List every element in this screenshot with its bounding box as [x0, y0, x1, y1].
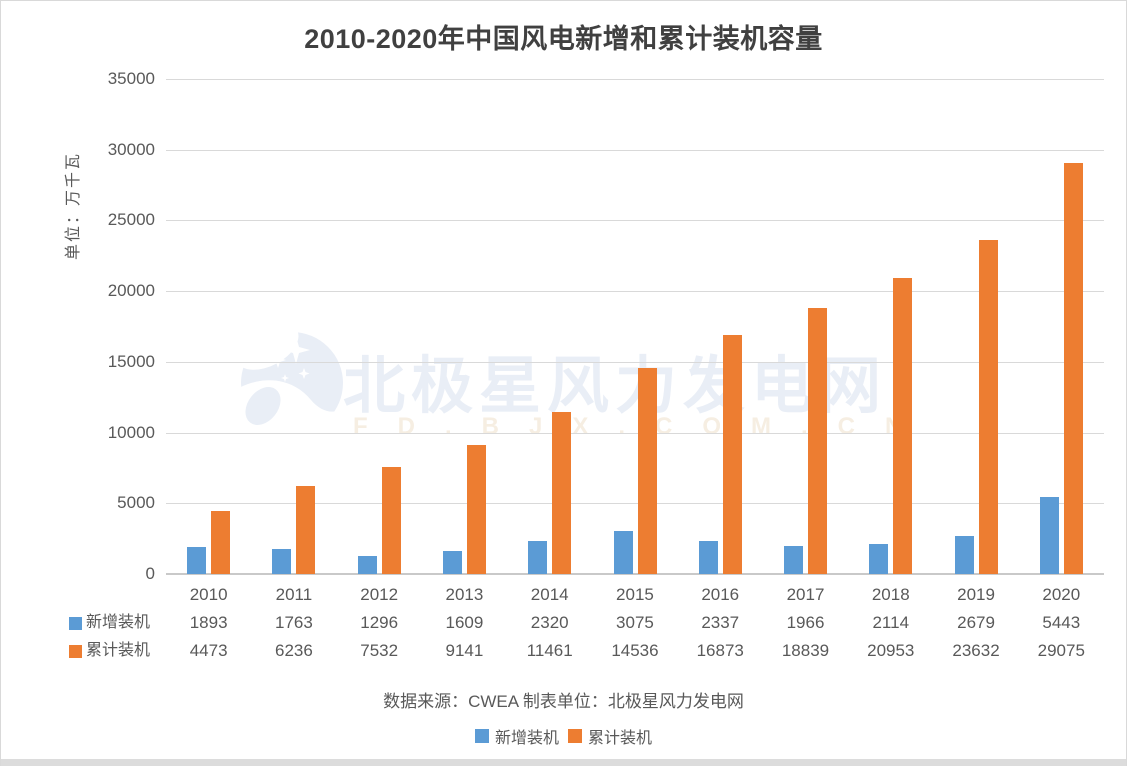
source-note: 数据来源：CWEA 制表单位：北极星风力发电网 — [383, 692, 744, 711]
x-tick-label: 2011 — [275, 585, 313, 604]
legend-swatch-icon — [568, 729, 582, 743]
table-cell: 20953 — [867, 641, 915, 660]
bar-new-capacity-2020 — [1039, 497, 1059, 574]
table-cell: 1763 — [274, 613, 313, 632]
table-cell: 3075 — [616, 613, 654, 632]
table-cell: 1296 — [360, 613, 399, 632]
x-tick-label: 2013 — [445, 585, 484, 604]
table-cell: 18839 — [781, 641, 830, 660]
legend-swatch-icon — [474, 729, 489, 743]
table-cell: 29075 — [1037, 641, 1085, 660]
y-tick-label: 30000 — [107, 139, 155, 159]
bar-cumulative-capacity-2019 — [978, 239, 998, 574]
gridline — [166, 361, 1104, 363]
table-row-label-new-capacity: 新增装机 — [69, 612, 150, 634]
bottom-strip — [1, 759, 1126, 766]
table-row-cumulative-capacity: 4473 6236 7532 9141 11461 14536 16873 18839 2095… — [166, 640, 1104, 662]
table-cell: 1893 — [189, 613, 228, 632]
bar-new-capacity-2011 — [272, 549, 292, 574]
y-tick-label: 5000 — [117, 493, 155, 513]
x-tick-label: 2019 — [957, 585, 995, 604]
legend-label: 新增装机 — [494, 730, 559, 747]
gridline — [166, 79, 1104, 80]
bar-cumulative-capacity-2018 — [893, 277, 913, 574]
table-cell: 23632 — [952, 641, 1000, 660]
legend: 新增装机 累计装机 — [1, 724, 1126, 748]
bar-new-capacity-2015 — [613, 530, 633, 574]
table-row-label-cumulative-capacity: 累计装机 — [69, 640, 150, 662]
bar-new-capacity-2018 — [869, 544, 889, 574]
table-cell: 5443 — [1042, 613, 1081, 632]
gridline — [166, 503, 1104, 505]
y-tick-label: 25000 — [107, 210, 155, 230]
table-cell: 16873 — [696, 641, 744, 660]
x-tick-label: 2016 — [701, 585, 740, 604]
series-swatch-icon — [69, 616, 82, 630]
bar-new-capacity-2012 — [357, 555, 377, 574]
legend-label: 累计装机 — [588, 730, 653, 747]
table-cell: 2114 — [872, 613, 910, 632]
x-tick-label: 2010 — [189, 585, 228, 604]
bar-new-capacity-2014 — [528, 541, 548, 574]
x-category-row: 2010 2011 2012 2013 2014 2015 2016 2017 2018 2019… — [166, 584, 1104, 606]
bar-cumulative-capacity-2020 — [1063, 162, 1083, 574]
table-cell: 7532 — [360, 641, 399, 660]
y-tick-label: 15000 — [107, 351, 155, 371]
series-swatch-icon — [69, 644, 82, 658]
gridline — [166, 220, 1104, 222]
gridline — [166, 432, 1104, 434]
x-tick-label: 2018 — [871, 585, 910, 604]
gridline — [166, 149, 1104, 151]
table-cell: 2679 — [957, 613, 995, 632]
table-cell: 2320 — [530, 613, 569, 632]
y-tick-label: 10000 — [107, 422, 155, 442]
table-cell: 11461 — [526, 641, 573, 660]
bar-cumulative-capacity-2014 — [552, 411, 572, 574]
x-tick-label: 2014 — [530, 585, 569, 604]
x-tick-label: 2015 — [616, 585, 654, 604]
bar-new-capacity-2016 — [698, 540, 718, 574]
table-cell: 1609 — [445, 613, 484, 632]
table-cell: 9141 — [445, 641, 484, 660]
x-axis-line — [166, 573, 1104, 575]
table-cell: 4473 — [189, 641, 228, 660]
bar-new-capacity-2010 — [187, 547, 207, 574]
table-cell: 2337 — [701, 613, 740, 632]
y-axis-title: 单位：万千瓦 — [65, 151, 82, 261]
bar-cumulative-capacity-2013 — [466, 444, 486, 574]
x-tick-label: 2012 — [360, 585, 399, 604]
table-cell: 6236 — [274, 641, 313, 660]
bar-cumulative-capacity-2015 — [637, 368, 657, 574]
table-cell: 14536 — [611, 641, 659, 660]
bar-new-capacity-2017 — [784, 546, 804, 574]
table-cell: 1966 — [786, 613, 825, 632]
y-tick-label: 0 — [145, 564, 155, 583]
bar-cumulative-capacity-2012 — [381, 467, 401, 574]
bar-cumulative-capacity-2011 — [296, 485, 316, 574]
bar-new-capacity-2013 — [442, 551, 462, 574]
y-tick-label: 20000 — [107, 281, 155, 301]
x-tick-label: 2020 — [1042, 585, 1081, 604]
bar-cumulative-capacity-2016 — [722, 335, 742, 574]
plot-area — [166, 79, 1104, 575]
chart-title: 2010-2020年中国风电新增和累计装机容量 — [304, 24, 823, 54]
series-name: 累计装机 — [86, 642, 151, 659]
x-tick-label: 2017 — [786, 585, 825, 604]
bar-cumulative-capacity-2010 — [211, 510, 231, 574]
y-tick-label: 35000 — [107, 69, 155, 88]
series-name: 新增装机 — [86, 614, 151, 631]
gridline — [166, 291, 1104, 293]
bar-cumulative-capacity-2017 — [808, 307, 828, 574]
legend-item-cumulative-capacity: 累计装机 — [568, 724, 652, 748]
legend-item-new-capacity: 新增装机 — [474, 724, 559, 748]
table-row-new-capacity: 1893 1763 1296 1609 2320 3075 2337 1966 2114 2679… — [166, 612, 1104, 634]
bar-new-capacity-2019 — [954, 536, 974, 574]
